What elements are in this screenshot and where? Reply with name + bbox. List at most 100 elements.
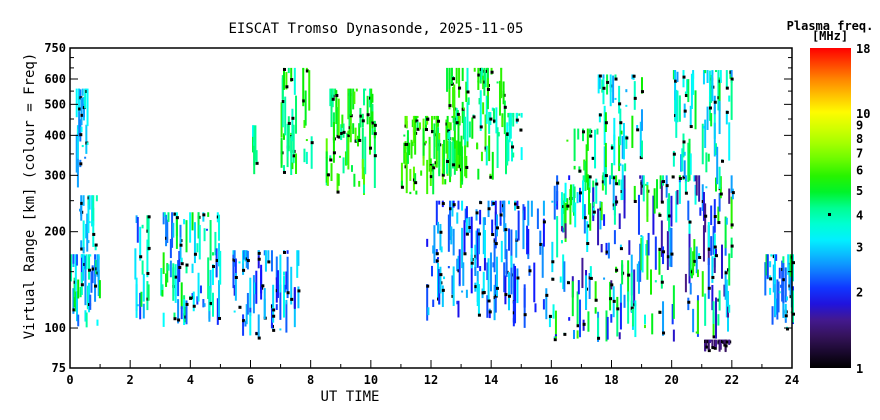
data-point (622, 122, 625, 160)
data-point (342, 123, 345, 138)
data-point (581, 257, 584, 289)
data-point-marker (94, 243, 98, 247)
data-point (514, 200, 517, 211)
data-point-marker (519, 128, 523, 132)
data-point-marker (347, 134, 351, 138)
data-point (778, 291, 781, 294)
data-point (639, 243, 642, 282)
data-point (548, 314, 551, 328)
data-point (775, 254, 778, 261)
data-point (670, 227, 673, 268)
data-point-marker (361, 119, 365, 123)
data-point (589, 128, 592, 138)
data-point (252, 125, 255, 137)
data-point (172, 222, 175, 238)
data-point (369, 116, 372, 155)
data-point (541, 243, 544, 278)
data-point (573, 165, 576, 170)
data-point-marker (470, 261, 474, 265)
data-point (160, 268, 163, 296)
data-point (653, 188, 656, 214)
data-point (352, 88, 355, 110)
data-point (88, 221, 91, 224)
x-tick-label: 14 (484, 373, 498, 387)
data-point (427, 307, 430, 316)
data-point (422, 128, 425, 156)
data-point-marker (660, 200, 664, 204)
data-point (601, 79, 604, 93)
data-point (600, 243, 603, 253)
data-point (516, 279, 519, 304)
data-point (286, 256, 289, 299)
data-point (305, 139, 308, 142)
data-point-marker (272, 328, 276, 332)
data-point-marker (426, 284, 430, 288)
data-point (724, 270, 727, 300)
data-point (683, 160, 686, 177)
data-point-marker (94, 284, 98, 288)
data-point (689, 247, 692, 277)
data-point-marker (487, 299, 491, 303)
data-point (493, 242, 496, 273)
data-point (432, 299, 435, 307)
data-point (527, 253, 530, 260)
data-point (784, 303, 787, 320)
data-point-marker (366, 113, 370, 117)
colorbar (810, 48, 851, 368)
data-point-marker (731, 191, 735, 195)
data-point (636, 125, 639, 131)
data-point (634, 300, 637, 338)
data-point (458, 141, 461, 169)
data-point (578, 166, 581, 173)
data-point (411, 119, 414, 128)
data-point-marker (257, 336, 261, 340)
data-point (218, 280, 221, 320)
data-point (249, 277, 252, 317)
colorbar-title: Plasma freq. (787, 19, 874, 33)
data-point (74, 291, 77, 312)
data-point-marker (785, 327, 789, 331)
data-point (728, 339, 731, 345)
data-point (517, 210, 520, 241)
data-point (73, 290, 76, 308)
data-point (553, 336, 556, 339)
data-point (79, 89, 82, 99)
data-point-marker (714, 254, 718, 258)
data-point (508, 200, 511, 205)
data-point (219, 250, 222, 285)
data-point (495, 214, 498, 237)
data-point (523, 284, 526, 308)
data-point-marker (429, 175, 433, 179)
data-point (285, 271, 288, 290)
data-point (179, 224, 182, 250)
data-point-marker (238, 305, 242, 309)
data-point (483, 258, 486, 271)
data-point-marker (359, 114, 363, 118)
data-point (542, 200, 545, 216)
data-point-marker (665, 184, 669, 188)
data-point (778, 267, 781, 279)
data-point (461, 200, 464, 211)
data-point-marker (448, 104, 452, 108)
data-point-marker (598, 74, 602, 78)
data-point (165, 273, 168, 287)
data-point-marker (281, 99, 285, 103)
colorbar-marker (828, 213, 831, 217)
data-point (514, 299, 517, 324)
data-point (435, 249, 438, 256)
data-point (249, 310, 252, 336)
data-point-marker (416, 127, 420, 131)
data-point (75, 88, 78, 118)
data-point (705, 339, 708, 347)
data-point (282, 67, 285, 90)
data-point (91, 195, 94, 227)
data-point (619, 163, 622, 166)
data-point (656, 179, 659, 209)
data-point (185, 263, 188, 274)
data-point-marker (477, 232, 481, 236)
data-point (475, 209, 478, 221)
data-point (693, 239, 696, 267)
data-point-marker (474, 285, 478, 289)
data-point (568, 317, 571, 321)
data-point (564, 223, 567, 239)
